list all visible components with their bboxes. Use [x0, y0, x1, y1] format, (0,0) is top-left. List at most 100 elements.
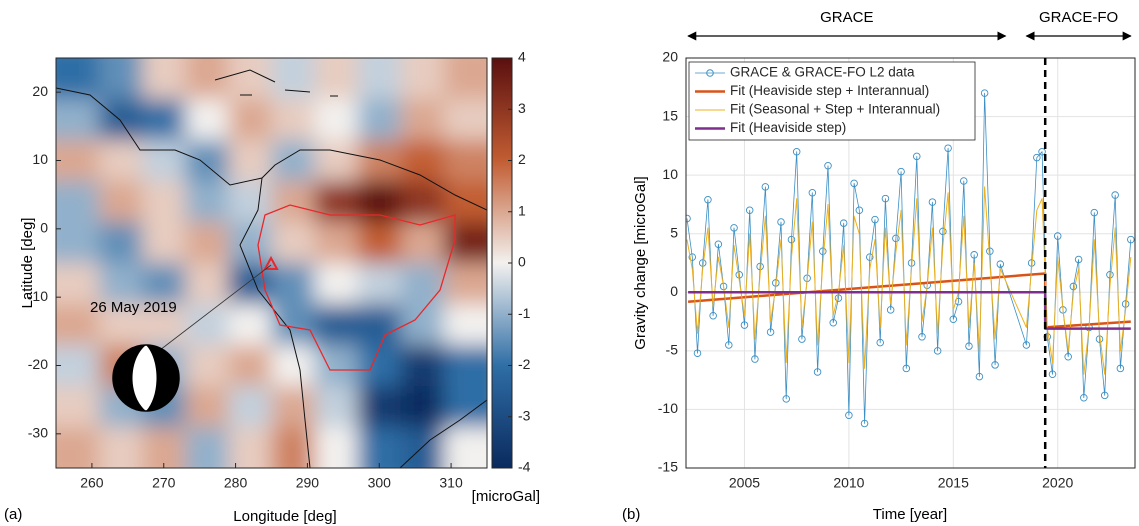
heat-cell [228, 222, 272, 264]
heat-cell [228, 181, 272, 223]
colorbar-label: [microGal] [472, 488, 540, 505]
y-tick-label: -10 [658, 400, 678, 416]
heat-cell [99, 427, 143, 468]
data-point [824, 162, 832, 170]
heat-cell [56, 386, 100, 428]
data-point [1038, 147, 1046, 156]
heat-cell [314, 99, 359, 141]
data-point [1106, 270, 1114, 279]
data-point [839, 219, 848, 227]
colorbar-tick-label: 0 [518, 254, 526, 270]
heat-cell [443, 58, 487, 100]
data-point [787, 235, 796, 244]
data-point [808, 188, 817, 197]
colorbar-tick-label: 4 [518, 49, 526, 65]
heat-cell [400, 222, 445, 264]
data-point [704, 195, 712, 204]
data-point [1022, 341, 1031, 349]
x-tick-label: 280 [224, 475, 248, 491]
y-tick-label: -10 [28, 288, 48, 304]
heat-cell [400, 58, 445, 100]
data-point [761, 183, 770, 191]
heat-cell [185, 140, 229, 182]
y-tick-label: 5 [670, 224, 678, 240]
data-point [913, 152, 921, 161]
heat-cell [357, 345, 402, 387]
data-point [686, 214, 691, 223]
heat-cell [314, 58, 359, 100]
heat-cell [142, 58, 186, 100]
data-point [886, 306, 895, 314]
data-point [850, 179, 858, 188]
data-point [1069, 282, 1078, 291]
heat-cell [357, 427, 402, 468]
heat-cell [56, 222, 100, 264]
legend-label: GRACE & GRACE-FO L2 data [730, 65, 915, 80]
colorbar-tick-label: 3 [518, 100, 526, 116]
heat-cell [443, 222, 487, 264]
heat-cell [271, 345, 316, 387]
heat-cell [99, 99, 143, 141]
data-point [918, 333, 926, 341]
legend-box [688, 61, 976, 141]
leader-line [159, 264, 272, 351]
heat-cell [228, 427, 272, 468]
colorbar-tick-label: 1 [518, 202, 526, 218]
heat-cell [357, 99, 402, 141]
heat-cell [99, 304, 143, 346]
heat-cell [142, 99, 186, 141]
data-point [1090, 208, 1099, 217]
x-tick-label: 260 [80, 475, 104, 491]
data-point [876, 338, 884, 347]
data-point [1080, 393, 1088, 402]
data-point [766, 328, 775, 336]
data-point [881, 194, 890, 203]
y-tick-label: -5 [666, 342, 679, 358]
data-point [740, 321, 749, 329]
y-tick-label: -30 [28, 425, 48, 441]
data-point [845, 411, 853, 420]
x-tick-label: 2020 [1042, 475, 1073, 491]
data-point [991, 361, 999, 369]
y-axis-label: Latitude [deg] [19, 218, 36, 309]
heat-cell [357, 263, 402, 305]
heat-cell [185, 345, 229, 387]
data-point [855, 206, 864, 215]
heat-cell [185, 304, 229, 346]
epicenter [263, 255, 279, 270]
heat-cell [314, 140, 359, 182]
heat-cell [99, 58, 143, 100]
heat-cell [56, 263, 100, 305]
data-point [751, 355, 759, 363]
data-point [996, 260, 1005, 268]
heat-cell [228, 140, 272, 182]
period-label: GRACE-FO [1039, 9, 1118, 26]
data-point [1116, 364, 1125, 373]
heat-cell [357, 58, 402, 100]
data-point [1127, 235, 1135, 244]
heat-cell [271, 263, 316, 305]
y-tick-label: 15 [662, 107, 678, 123]
heat-cell [357, 386, 402, 428]
data-point [709, 311, 717, 320]
data-point [975, 372, 984, 381]
heat-cell [99, 140, 143, 182]
data-point [986, 247, 994, 256]
heat-cell [314, 345, 359, 387]
heat-cell [314, 304, 359, 346]
heat-cell [271, 222, 316, 264]
colorbar-tick-label: 2 [518, 151, 526, 167]
heat-cell [357, 140, 402, 182]
data-point [725, 341, 733, 349]
data-point [714, 240, 723, 249]
heat-cell [228, 99, 272, 141]
heat-cell [142, 222, 186, 264]
panel-label: (a) [4, 506, 22, 523]
data-point [777, 218, 785, 226]
data-point [1033, 153, 1041, 162]
annotation: 26 May 2019 [90, 299, 177, 316]
data-point [813, 368, 822, 376]
heat-cell [357, 222, 402, 264]
data-point [693, 349, 702, 357]
